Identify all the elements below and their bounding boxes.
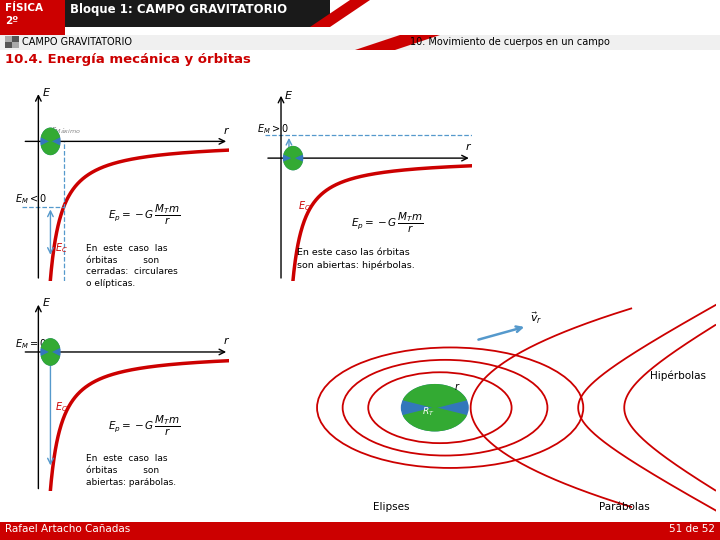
Circle shape: [41, 129, 60, 154]
Wedge shape: [42, 352, 59, 365]
Wedge shape: [42, 339, 59, 352]
Bar: [5, 42, 12, 48]
Bar: [12, 42, 19, 48]
Text: $E_p = -G\,\dfrac{M_T m}{r}$: $E_p = -G\,\dfrac{M_T m}{r}$: [108, 414, 181, 438]
Text: 10. Movimiento de cuerpos en un campo: 10. Movimiento de cuerpos en un campo: [410, 37, 610, 47]
Circle shape: [284, 146, 302, 170]
Text: 2º: 2º: [5, 16, 18, 26]
Text: $R_T$: $R_T$: [422, 405, 435, 417]
Text: $\vec{v}_r$: $\vec{v}_r$: [529, 311, 542, 327]
Text: $r$: $r$: [465, 141, 472, 152]
Text: 51 de 52: 51 de 52: [669, 524, 715, 534]
Wedge shape: [284, 158, 302, 170]
Text: $E_C$: $E_C$: [297, 199, 310, 213]
Text: $E_C$: $E_C$: [55, 400, 68, 414]
Text: $E$: $E$: [42, 296, 50, 308]
Wedge shape: [403, 408, 466, 431]
Polygon shape: [0, 522, 720, 540]
Bar: [12, 36, 19, 42]
Text: $E_C$: $E_C$: [55, 241, 68, 255]
Text: CAMPO GRAVITATORIO: CAMPO GRAVITATORIO: [22, 37, 132, 47]
Wedge shape: [284, 146, 302, 158]
Wedge shape: [42, 129, 59, 141]
Text: $E_p = -G\,\dfrac{M_T m}{r}$: $E_p = -G\,\dfrac{M_T m}{r}$: [351, 211, 423, 234]
Text: $r$: $r$: [222, 125, 230, 136]
Text: Parábolas: Parábolas: [598, 502, 649, 512]
Text: $E_M = 0$: $E_M = 0$: [14, 338, 46, 352]
Polygon shape: [65, 0, 330, 27]
Text: $E_M > 0$: $E_M > 0$: [257, 122, 289, 136]
Text: Rafael Artacho Cañadas: Rafael Artacho Cañadas: [5, 524, 130, 534]
Text: $r$: $r$: [454, 381, 461, 392]
Text: $r$: $r$: [222, 335, 230, 346]
Text: $E$: $E$: [284, 89, 293, 100]
Polygon shape: [0, 0, 65, 35]
Text: En  este  caso  las
órbitas         son
abiertas: parábolas.: En este caso las órbitas son abiertas: p…: [86, 454, 176, 487]
Bar: [5, 36, 12, 42]
Text: $E$: $E$: [42, 86, 50, 98]
Text: FÍSICA: FÍSICA: [5, 3, 43, 13]
Text: En este caso las órbitas
son abiertas: hipérbolas.: En este caso las órbitas son abiertas: h…: [297, 248, 415, 269]
Polygon shape: [0, 35, 720, 50]
Polygon shape: [310, 0, 370, 27]
Text: 10.4. Energía mecánica y órbitas: 10.4. Energía mecánica y órbitas: [5, 53, 251, 66]
Circle shape: [41, 339, 60, 365]
Text: En  este  caso  las
órbitas         son
cerradas:  circulares
o elípticas.: En este caso las órbitas son cerradas: c…: [86, 244, 178, 288]
Text: Bloque 1: CAMPO GRAVITATORIO: Bloque 1: CAMPO GRAVITATORIO: [70, 3, 287, 16]
Text: $E_p = -G\,\dfrac{M_T m}{r}$: $E_p = -G\,\dfrac{M_T m}{r}$: [108, 203, 181, 227]
Text: Elipses: Elipses: [374, 502, 410, 512]
Text: $r_{M\acute{a}ximo}$: $r_{M\acute{a}ximo}$: [51, 125, 81, 136]
Text: Hipérbolas: Hipérbolas: [650, 371, 706, 381]
Wedge shape: [42, 141, 59, 154]
Circle shape: [402, 384, 468, 431]
Wedge shape: [403, 384, 466, 408]
Text: $E_M < 0$: $E_M < 0$: [14, 192, 46, 206]
Polygon shape: [355, 35, 440, 50]
